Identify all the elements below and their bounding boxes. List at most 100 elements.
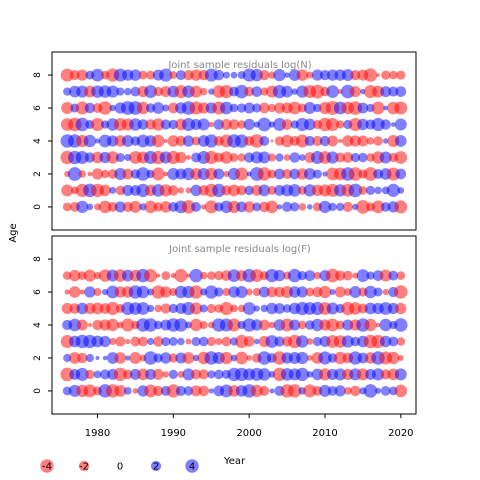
y-tick-label: 4 (33, 322, 43, 328)
residual-bubble (383, 105, 389, 111)
y-tick-label: 0 (33, 388, 43, 394)
residual-bubble (98, 101, 112, 115)
residual-bubble (222, 287, 231, 297)
residual-bubble (326, 117, 340, 132)
residual-bubble (250, 134, 264, 148)
residual-bubble (357, 102, 369, 114)
residual-bubble (198, 385, 209, 397)
residual-bubble (107, 201, 118, 212)
residual-bubble (121, 318, 135, 332)
residual-bubble (115, 152, 125, 163)
residual-bubble (252, 103, 262, 113)
residual-bubble (113, 367, 127, 382)
residual-bubble (109, 104, 116, 112)
residual-bubble (319, 69, 331, 81)
residual-bubble (374, 186, 382, 195)
bubble-layer (60, 68, 408, 214)
residual-bubble (379, 318, 392, 332)
residual-bubble (284, 72, 290, 78)
residual-bubble (336, 120, 345, 129)
residual-bubble (310, 84, 325, 99)
residual-bubble (93, 287, 102, 297)
residual-bubble (273, 269, 286, 282)
y-axis-label: Age (8, 223, 19, 242)
residual-bubble (235, 334, 249, 349)
residual-bubble (396, 271, 406, 280)
residual-bubble (189, 318, 203, 332)
residual-bubble (235, 351, 248, 365)
residual-bubble (394, 151, 408, 164)
residual-bubble (366, 271, 375, 280)
residual-bubble (326, 318, 340, 332)
residual-bubble (84, 102, 96, 114)
residual-bubble (388, 70, 398, 80)
residual-bubble (371, 368, 385, 381)
residual-bubble (174, 268, 188, 283)
residual-bubble (235, 167, 249, 181)
residual-bubble (283, 154, 291, 161)
residual-bubble (258, 368, 271, 381)
residual-bubble (396, 337, 406, 346)
residual-bubble (114, 385, 127, 397)
residual-bubble (382, 138, 389, 144)
residual-bubble (363, 68, 378, 82)
residual-bubble (129, 352, 142, 364)
residual-bubble (227, 200, 241, 214)
residual-bubble (258, 151, 271, 164)
residual-bubble (204, 200, 218, 214)
residual-bubble (237, 120, 246, 129)
residual-bubble (334, 385, 346, 397)
residual-bubble (289, 319, 301, 331)
residual-bubble (153, 385, 164, 397)
residual-bubble (213, 69, 225, 81)
residual-bubble (91, 302, 104, 315)
residual-bubble (175, 70, 186, 81)
residual-bubble (168, 303, 178, 314)
residual-bubble (234, 134, 249, 148)
residual-bubble (160, 303, 171, 314)
residual-bubble (190, 184, 202, 197)
residual-bubble (333, 351, 347, 365)
residual-bubble (335, 152, 346, 163)
legend-label: 0 (117, 462, 123, 473)
residual-bubble (75, 117, 90, 132)
residual-bubble (221, 336, 232, 347)
residual-bubble (151, 134, 165, 148)
residual-bubble (199, 304, 208, 313)
residual-bubble (78, 170, 87, 178)
residual-bubble (379, 335, 392, 348)
residual-bubble (394, 135, 407, 147)
residual-bubble (274, 102, 285, 114)
residual-bubble (349, 86, 361, 98)
residual-bubble (198, 369, 209, 380)
residual-bubble (185, 187, 192, 194)
legend-bubble (78, 460, 90, 472)
x-axis: 1980 1990 2000 2010 2020 (85, 414, 414, 439)
residual-bubble (136, 101, 150, 115)
residual-bubble (144, 384, 158, 398)
residual-bubble (397, 187, 405, 194)
residual-bubble (64, 289, 70, 295)
residual-bubble (251, 319, 263, 331)
residual-bubble (257, 167, 272, 181)
residual-bubble (204, 68, 218, 82)
residual-bubble (129, 200, 142, 213)
residual-bubble (182, 135, 195, 147)
residual-bubble (220, 351, 233, 365)
residual-bubble (63, 353, 72, 363)
residual-bubble (130, 86, 141, 97)
residual-bubble (230, 304, 238, 313)
residual-bubble (146, 304, 155, 313)
residual-bubble (270, 139, 274, 143)
residual-bubble (258, 184, 271, 197)
residual-bubble (386, 183, 400, 197)
residual-bubble (259, 69, 270, 81)
residual-bubble (137, 119, 149, 130)
residual-bubble (76, 319, 88, 331)
residual-bubble (341, 335, 354, 348)
residual-bubble (341, 69, 354, 82)
residual-bubble (161, 271, 171, 281)
residual-bubble (343, 387, 352, 395)
residual-bubble (181, 200, 196, 214)
residual-bubble (220, 151, 233, 164)
